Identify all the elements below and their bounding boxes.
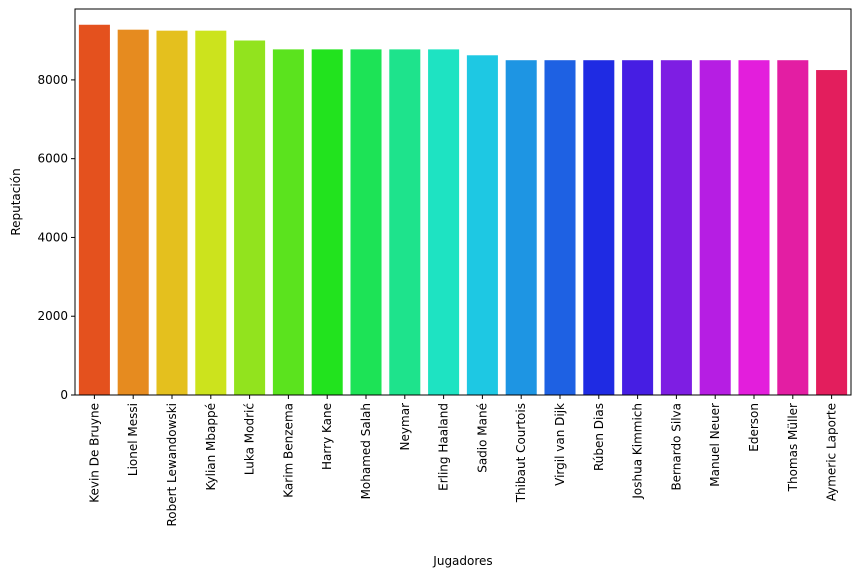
x-tick-label: Thomas Müller [786,403,800,492]
plot-frame [74,8,852,396]
x-tick-label: Aymeric Laporte [825,403,839,501]
bar [156,30,188,395]
y-tick-label: 6000 [37,152,68,166]
x-tick-label: Robert Lewandowski [165,403,179,527]
x-tick-label: Sadio Mané [475,403,489,473]
bar [622,60,654,396]
bar [466,55,498,396]
x-tick-label: Erling Haaland [437,403,451,491]
y-tick-label: 0 [60,388,68,402]
x-tick-label: Kylian Mbappé [204,403,218,490]
x-tick-label: Bernardo Silva [669,403,683,491]
bar [777,60,809,396]
x-tick-label: Rúben Dias [592,403,606,471]
bar [738,60,770,396]
x-tick-label: Harry Kane [320,403,334,470]
bar [816,70,848,395]
bar [311,49,343,396]
bar [505,60,537,396]
x-axis-label: Jugadores [432,554,492,568]
y-axis-label: Reputación [9,168,23,235]
bar [699,60,731,396]
x-tick-label: Manuel Neuer [708,403,722,487]
x-tick-label: Virgil van Dijk [553,403,567,486]
y-tick-label: 8000 [37,73,68,87]
bar [389,49,421,396]
bar [78,24,110,396]
y-tick-label: 4000 [37,230,68,244]
bar [117,29,149,396]
bar [234,40,266,396]
bar [272,49,304,396]
x-tick-label: Karim Benzema [281,403,295,498]
x-tick-label: Mohamed Salah [359,403,373,499]
x-tick-label: Lionel Messi [126,403,140,476]
bar [660,60,692,396]
x-tick-label: Thibaut Courtois [514,403,528,503]
bar [544,60,576,396]
bar [583,60,615,396]
x-tick-label: Kevin De Bruyne [87,403,101,503]
x-tick-label: Neymar [398,403,412,451]
bar [350,49,382,396]
bar [428,49,460,396]
x-tick-label: Ederson [747,403,761,452]
bar [195,30,227,395]
y-tick-label: 2000 [37,309,68,323]
x-tick-label: Luka Modrić [243,403,257,475]
x-tick-label: Joshua Kimmich [631,403,645,500]
